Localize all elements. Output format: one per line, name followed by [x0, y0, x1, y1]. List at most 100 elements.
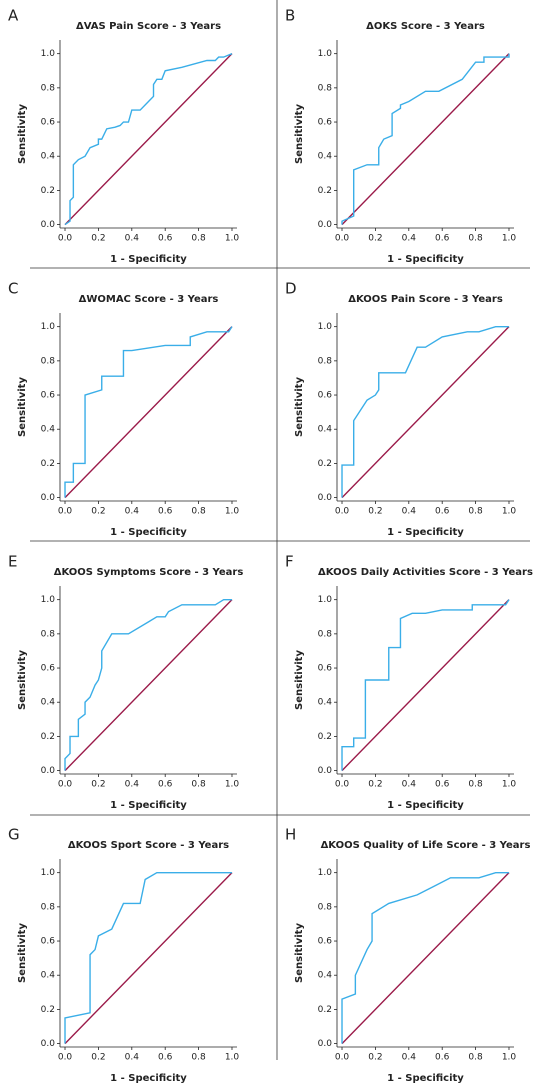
y-tick-label: 0.0	[41, 766, 56, 776]
x-axis-label: 1 - Specificity	[110, 254, 187, 265]
roc-line	[64, 872, 233, 1045]
x-tick-label: 0.8	[468, 507, 483, 517]
roc-line	[341, 871, 509, 1044]
y-tick-label: 0.0	[41, 1039, 56, 1049]
x-tick-label: 0.6	[435, 234, 450, 244]
y-tick-label: 0.2	[318, 186, 332, 196]
x-tick-label: 0.2	[91, 780, 105, 790]
y-tick-label: 0.2	[41, 732, 55, 742]
x-axis-label: 1 - Specificity	[110, 1073, 187, 1084]
x-tick-label: 0.4	[125, 507, 140, 517]
y-axis-label: Sensitivity	[17, 923, 28, 983]
x-tick-label: 0.2	[91, 234, 105, 244]
x-tick-label: 0.8	[468, 234, 483, 244]
x-tick-label: 0.2	[368, 507, 382, 517]
roc-line	[341, 53, 510, 225]
y-tick-label: 0.2	[318, 459, 332, 469]
chart-title: ΔOKS Score - 3 Years	[366, 21, 485, 32]
x-axis-label: 1 - Specificity	[387, 1073, 464, 1084]
y-tick-label: 0.8	[41, 83, 56, 93]
y-tick-label: 0.0	[318, 493, 333, 503]
y-tick-label: 0.4	[318, 152, 333, 162]
y-tick-label: 1.0	[318, 49, 333, 59]
x-axis-label: 1 - Specificity	[110, 527, 187, 538]
roc-line	[341, 599, 510, 771]
x-tick-label: 0.4	[402, 780, 417, 790]
y-tick-label: 0.8	[318, 629, 333, 639]
y-tick-label: 1.0	[41, 868, 56, 878]
y-tick-label: 0.4	[318, 698, 333, 708]
y-tick-label: 0.0	[318, 220, 333, 230]
x-tick-label: 0.2	[368, 780, 382, 790]
x-tick-label: 0.6	[158, 234, 173, 244]
y-axis-label: Sensitivity	[17, 104, 28, 164]
roc-line	[64, 599, 233, 772]
y-tick-label: 1.0	[41, 595, 56, 605]
chart-title: ΔVAS Pain Score - 3 Years	[76, 21, 221, 32]
x-tick-label: 1.0	[225, 780, 240, 790]
panel-letter: B	[285, 7, 295, 25]
y-tick-label: 0.8	[318, 83, 333, 93]
y-tick-label: 0.6	[41, 664, 56, 674]
x-tick-label: 0.4	[125, 234, 140, 244]
y-axis-label: Sensitivity	[294, 650, 305, 710]
y-tick-label: 0.6	[318, 937, 333, 947]
roc-line	[64, 53, 233, 226]
y-axis-label: Sensitivity	[17, 650, 28, 710]
x-tick-label: 0.8	[191, 780, 206, 790]
x-axis-label: 1 - Specificity	[110, 800, 187, 811]
roc-line	[64, 53, 233, 226]
chart-title: ΔWOMAC Score - 3 Years	[79, 294, 219, 305]
panel-letter: F	[285, 553, 294, 571]
y-tick-label: 0.0	[41, 493, 56, 503]
y-tick-label: 0.8	[318, 356, 333, 366]
y-tick-label: 0.6	[41, 937, 56, 947]
x-tick-label: 1.0	[225, 234, 240, 244]
x-axis-label: 1 - Specificity	[387, 800, 464, 811]
x-tick-label: 0.0	[335, 507, 350, 517]
y-tick-label: 0.6	[41, 391, 56, 401]
y-tick-label: 1.0	[41, 322, 56, 332]
x-tick-label: 1.0	[225, 1053, 240, 1063]
x-tick-label: 0.6	[435, 780, 450, 790]
roc-line	[341, 599, 510, 772]
roc-line	[64, 326, 233, 498]
y-tick-label: 0.4	[41, 425, 56, 435]
x-tick-label: 0.4	[402, 1053, 417, 1063]
chart-title: ΔKOOS Symptoms Score - 3 Years	[54, 567, 244, 578]
panel-letter: H	[285, 826, 296, 844]
y-tick-label: 0.6	[318, 118, 333, 128]
x-tick-label: 0.2	[368, 234, 382, 244]
y-tick-label: 1.0	[318, 322, 333, 332]
y-tick-label: 0.6	[318, 391, 333, 401]
x-tick-label: 0.0	[58, 234, 73, 244]
x-axis-label: 1 - Specificity	[387, 527, 464, 538]
x-tick-label: 0.4	[125, 780, 140, 790]
x-tick-label: 0.0	[335, 1053, 350, 1063]
y-tick-label: 0.8	[41, 629, 56, 639]
x-tick-label: 0.2	[91, 507, 105, 517]
y-tick-label: 0.4	[318, 425, 333, 435]
y-tick-label: 0.2	[41, 459, 55, 469]
roc-line	[341, 325, 509, 498]
x-tick-label: 0.0	[58, 1053, 73, 1063]
y-tick-label: 0.2	[318, 1005, 332, 1015]
y-axis-label: Sensitivity	[294, 104, 305, 164]
x-tick-label: 0.4	[402, 234, 417, 244]
x-tick-label: 0.0	[58, 507, 73, 517]
x-tick-label: 0.8	[191, 1053, 206, 1063]
panel-letter: E	[8, 553, 17, 571]
y-tick-label: 0.8	[41, 356, 56, 366]
y-tick-label: 0.2	[41, 1005, 55, 1015]
x-tick-label: 0.6	[158, 780, 173, 790]
roc-line	[341, 326, 510, 499]
y-axis-label: Sensitivity	[17, 377, 28, 437]
x-tick-label: 1.0	[502, 1053, 517, 1063]
roc-line	[64, 326, 233, 499]
x-tick-label: 1.0	[502, 780, 517, 790]
x-tick-label: 0.8	[468, 780, 483, 790]
chart-title: ΔKOOS Quality of Life Score - 3 Years	[321, 840, 531, 851]
chart-title: ΔKOOS Pain Score - 3 Years	[348, 294, 503, 305]
x-tick-label: 0.6	[158, 1053, 173, 1063]
